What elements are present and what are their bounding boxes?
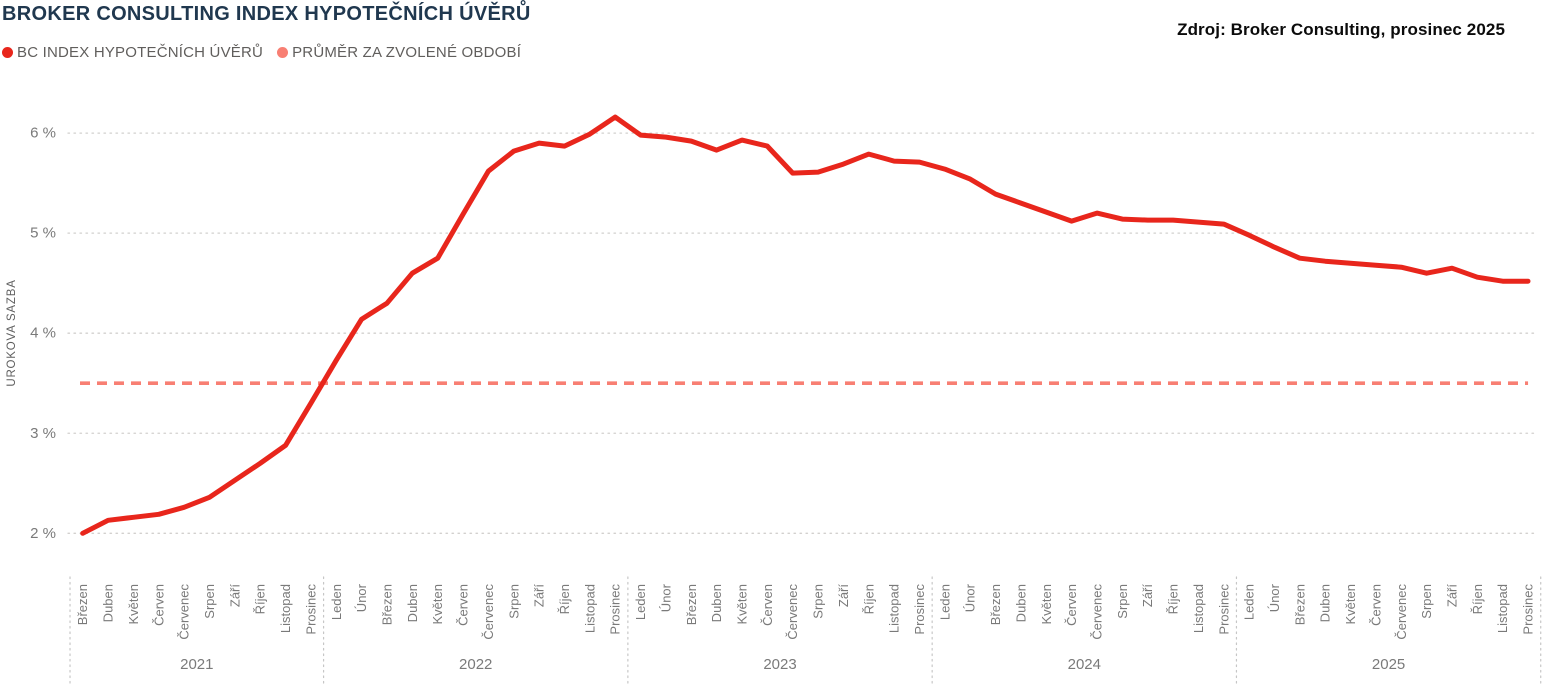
legend-item-average[interactable]: PRŮMĚR ZA ZVOLENÉ OBDOBÍ (277, 44, 521, 61)
x-tick-label-month: Prosinec (1521, 584, 1536, 635)
x-tick-label-month: Květen (126, 584, 141, 624)
legend: BC INDEX HYPOTEČNÍCH ÚVĚRŮ PRŮMĚR ZA ZVO… (2, 44, 521, 61)
source-note: Zdroj: Broker Consulting, prosinec 2025 (1177, 20, 1505, 39)
legend-item-label: BC INDEX HYPOTEČNÍCH ÚVĚRŮ (17, 44, 264, 61)
x-tick-label-month: Březen (988, 584, 1003, 625)
x-tick-label-month: Březen (684, 584, 699, 625)
x-tick-label-month: Červenec (481, 584, 496, 640)
x-tick-label-month: Březen (75, 584, 90, 625)
y-tick-label: 3 % (30, 425, 56, 442)
x-tick-label-month: Listopad (1495, 584, 1510, 633)
x-tick-label-month: Září (227, 584, 242, 608)
y-tick-label: 4 % (30, 325, 56, 342)
x-tick-label-month: Prosinec (608, 584, 623, 635)
y-tick-label: 5 % (30, 225, 56, 242)
x-tick-label-month: Březen (1292, 584, 1307, 625)
x-tick-label-month: Listopad (1191, 584, 1206, 633)
x-tick-label-month: Březen (379, 584, 394, 625)
x-tick-label-month: Duben (1013, 584, 1028, 622)
x-tick-label-year: 2021 (180, 656, 213, 673)
x-tick-label-month: Říjen (1166, 584, 1181, 614)
x-tick-label-month: Duben (101, 584, 116, 622)
x-tick-label-month: Leden (937, 584, 952, 620)
x-tick-label-month: Prosinec (912, 584, 927, 635)
x-tick-label-year: 2025 (1372, 656, 1405, 673)
x-tick-label-month: Duben (405, 584, 420, 622)
x-tick-label-month: Červen (1368, 584, 1383, 626)
x-tick-label-month: Říjen (253, 584, 268, 614)
x-tick-label-year: 2024 (1068, 656, 1101, 673)
x-tick-label-month: Červen (151, 584, 166, 626)
x-tick-label-month: Listopad (278, 584, 293, 633)
x-tick-label-month: Prosinec (303, 584, 318, 635)
series-color-dot-icon (2, 47, 13, 58)
x-tick-label-month: Leden (329, 584, 344, 620)
x-tick-label-month: Květen (1343, 584, 1358, 624)
x-tick-label-month: Leden (633, 584, 648, 620)
x-tick-label-month: Leden (1242, 584, 1257, 620)
x-tick-label-month: Duben (1318, 584, 1333, 622)
x-tick-label-month: Červen (760, 584, 775, 626)
x-tick-label-year: 2023 (763, 656, 796, 673)
x-tick-label-month: Září (1140, 584, 1155, 608)
y-axis-title: UROKOVA SAZBA (6, 279, 18, 386)
x-tick-label-month: Duben (709, 584, 724, 622)
x-tick-label-month: Květen (430, 584, 445, 624)
x-tick-label-month: Listopad (582, 584, 597, 633)
x-tick-label-month: Říjen (1470, 584, 1485, 614)
x-tick-label-month: Září (532, 584, 547, 608)
x-tick-label-month: Září (1444, 584, 1459, 608)
x-tick-label-month: Říjen (557, 584, 572, 614)
legend-item-bc-index[interactable]: BC INDEX HYPOTEČNÍCH ÚVĚRŮ (2, 44, 263, 61)
x-tick-label-month: Srpen (1419, 584, 1434, 619)
x-tick-label-month: Červenec (177, 584, 192, 640)
chart-title: BROKER CONSULTING INDEX HYPOTEČNÍCH ÚVĚR… (2, 3, 531, 25)
x-tick-label-month: Srpen (506, 584, 521, 619)
x-tick-label-month: Květen (734, 584, 749, 624)
x-tick-label-month: Říjen (861, 584, 876, 614)
x-tick-label-month: Listopad (887, 584, 902, 633)
x-tick-label-month: Srpen (202, 584, 217, 619)
x-tick-label-month: Červen (1064, 584, 1079, 626)
x-tick-label-month: Únor (658, 583, 673, 612)
series-color-dot-icon (277, 47, 289, 58)
y-tick-label: 6 % (30, 125, 56, 142)
x-tick-label-month: Srpen (811, 584, 826, 619)
x-tick-label-month: Červenec (785, 584, 800, 640)
x-tick-label-month: Únor (354, 583, 369, 612)
legend-item-label: PRŮMĚR ZA ZVOLENÉ OBDOBÍ (292, 44, 522, 61)
x-tick-label-month: Prosinec (1216, 584, 1231, 635)
x-tick-label-month: Září (836, 584, 851, 608)
x-tick-label-month: Červenec (1089, 584, 1104, 640)
x-tick-label-month: Srpen (1115, 584, 1130, 619)
y-tick-label: 2 % (30, 525, 56, 542)
x-tick-label-month: Červen (456, 584, 471, 626)
x-tick-label-month: Květen (1039, 584, 1054, 624)
x-tick-label-month: Únor (963, 583, 978, 612)
bc-index-line (80, 114, 1531, 536)
x-tick-label-month: Červenec (1394, 584, 1409, 640)
x-tick-label-month: Únor (1267, 583, 1282, 612)
x-tick-label-year: 2022 (459, 656, 492, 673)
